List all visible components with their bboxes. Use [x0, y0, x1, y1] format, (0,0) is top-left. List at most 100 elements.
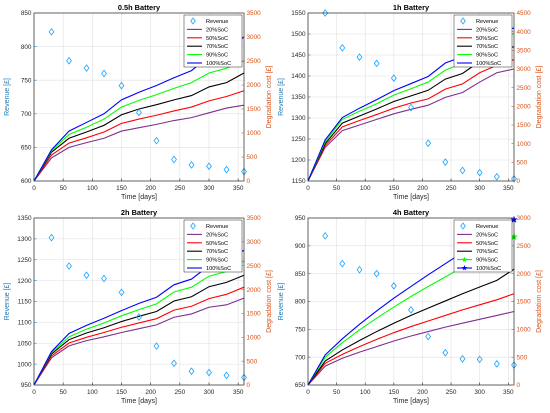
legend-revenue-marker	[460, 17, 466, 25]
y-tick-label-left: 850	[295, 271, 306, 278]
y-tick-label-left: 1250	[17, 257, 32, 264]
legend-label: 70%SoC	[476, 249, 498, 255]
revenue-point	[136, 313, 142, 321]
legend-label: 70%SoC	[206, 44, 228, 50]
y-axis-label-left: Revenue [£]	[278, 283, 285, 321]
legend-label: 100%SoC	[206, 266, 231, 272]
x-tick-label: 250	[174, 389, 185, 396]
series-line-70-pct-soc	[307, 268, 515, 386]
legend-label: 20%SoC	[206, 27, 228, 33]
x-tick-label: 100	[360, 389, 371, 396]
x-tick-label: 150	[388, 185, 399, 192]
y-tick-label-right: 3000	[517, 215, 532, 222]
revenue-point	[425, 332, 432, 341]
y-tick-label-left: 1100	[18, 320, 32, 327]
x-tick-label: 250	[446, 185, 457, 192]
y-tick-label-right: 0	[517, 382, 521, 389]
x-axis-label: Time [days]	[121, 398, 157, 405]
x-tick-label: 350	[233, 185, 244, 192]
y-tick-label-right: 2000	[517, 104, 532, 111]
x-tick-label: 250	[174, 185, 185, 192]
x-tick-label: 300	[204, 389, 215, 396]
revenue-point	[459, 354, 466, 363]
revenue-point	[425, 139, 432, 148]
chart-panel-1: 0 50 100 150 200 250 300 350 1150 1200 1250 1300 135…	[278, 3, 543, 201]
legend-label: Revenue	[476, 19, 498, 25]
legend-label: 100%SoC	[476, 61, 501, 67]
revenue-point	[223, 371, 230, 380]
series-line-50-pct-soc	[33, 90, 245, 182]
legend-label: 20%SoC	[476, 232, 498, 238]
y-tick-label-left: 1350	[17, 215, 32, 222]
y-tick-label-right: 0	[247, 178, 251, 185]
y-tick-label-right: 4000	[517, 29, 532, 36]
legend-star-marker	[461, 256, 468, 263]
y-tick-label-right: 1500	[517, 122, 532, 129]
legend: Revenue 20%SoC 50%SoC 70%SoC 90%SoC 100%SoC	[183, 14, 243, 68]
legend-label: 90%SoC	[206, 258, 228, 264]
revenue-point	[206, 368, 212, 377]
y-tick-label-left: 1200	[291, 157, 306, 164]
revenue-point	[206, 162, 212, 171]
revenue-point	[356, 265, 363, 274]
chart-title: 4h Battery	[393, 208, 430, 217]
x-tick-label: 200	[145, 185, 156, 192]
legend-label: 90%SoC	[476, 258, 498, 264]
series-line-70-pct-soc	[33, 274, 245, 386]
revenue-point	[153, 136, 160, 145]
x-tick-label: 0	[306, 389, 310, 396]
revenue-point	[101, 274, 107, 283]
legend-label: 50%SoC	[476, 241, 498, 247]
y-tick-label-right: 1500	[247, 106, 262, 113]
chart-title: 1h Battery	[393, 3, 430, 12]
x-axis-label: Time [days]	[393, 194, 429, 201]
x-tick-label: 150	[116, 389, 127, 396]
revenue-point	[153, 342, 160, 351]
legend-label: Revenue	[476, 224, 498, 230]
y-tick-label-left: 800	[295, 299, 306, 306]
legend-label: 70%SoC	[206, 249, 228, 255]
y-tick-label-right: 4500	[517, 10, 532, 17]
revenue-point	[511, 175, 517, 183]
y-tick-label-right: 500	[517, 354, 528, 361]
y-axis-label-right: Degradation cost [£]	[266, 66, 273, 129]
legend-label: 70%SoC	[476, 44, 498, 50]
y-tick-label-left: 650	[21, 145, 32, 152]
y-tick-label-left: 1450	[291, 52, 306, 59]
chart-title: 2h Battery	[121, 208, 158, 217]
legend-label: 50%SoC	[206, 36, 228, 42]
y-tick-label-right: 3000	[247, 239, 262, 246]
revenue-point	[322, 231, 329, 240]
revenue-point	[66, 262, 72, 270]
revenue-point	[493, 359, 500, 368]
y-tick-label-right: 1000	[247, 334, 262, 341]
legend: Revenue 20%SoC 50%SoC 70%SoC 90%SoC 100%SoC	[453, 219, 513, 273]
y-tick-label-right: 2000	[517, 271, 532, 278]
revenue-point	[339, 259, 346, 268]
x-axis-label: Time [days]	[393, 398, 429, 405]
revenue-point	[83, 64, 90, 72]
y-tick-label-left: 600	[21, 178, 32, 185]
y-tick-label-right: 2500	[517, 243, 532, 250]
revenue-point	[118, 81, 125, 90]
legend-label: 20%SoC	[206, 232, 228, 238]
y-axis-label-right: Degradation cost [£]	[536, 270, 543, 333]
revenue-point	[339, 43, 346, 52]
chart-panel-0: 0 50 100 150 200 250 300 350 600 650 700 750 800 850 0…	[4, 3, 273, 201]
y-tick-label-left: 750	[295, 327, 306, 334]
revenue-point	[356, 53, 363, 61]
y-tick-label-left: 1050	[17, 340, 32, 347]
legend-revenue-marker	[190, 222, 196, 230]
legend-label: 90%SoC	[206, 53, 228, 59]
x-tick-label: 300	[204, 185, 215, 192]
x-tick-label: 0	[32, 185, 36, 192]
x-tick-label: 300	[474, 389, 485, 396]
y-tick-label-left: 800	[21, 44, 32, 51]
legend-revenue-marker	[190, 17, 196, 25]
x-tick-label: 50	[333, 389, 341, 396]
revenue-point	[66, 56, 72, 65]
y-tick-label-right: 3500	[247, 10, 262, 17]
revenue-point	[442, 348, 449, 357]
x-tick-label: 0	[306, 185, 310, 192]
